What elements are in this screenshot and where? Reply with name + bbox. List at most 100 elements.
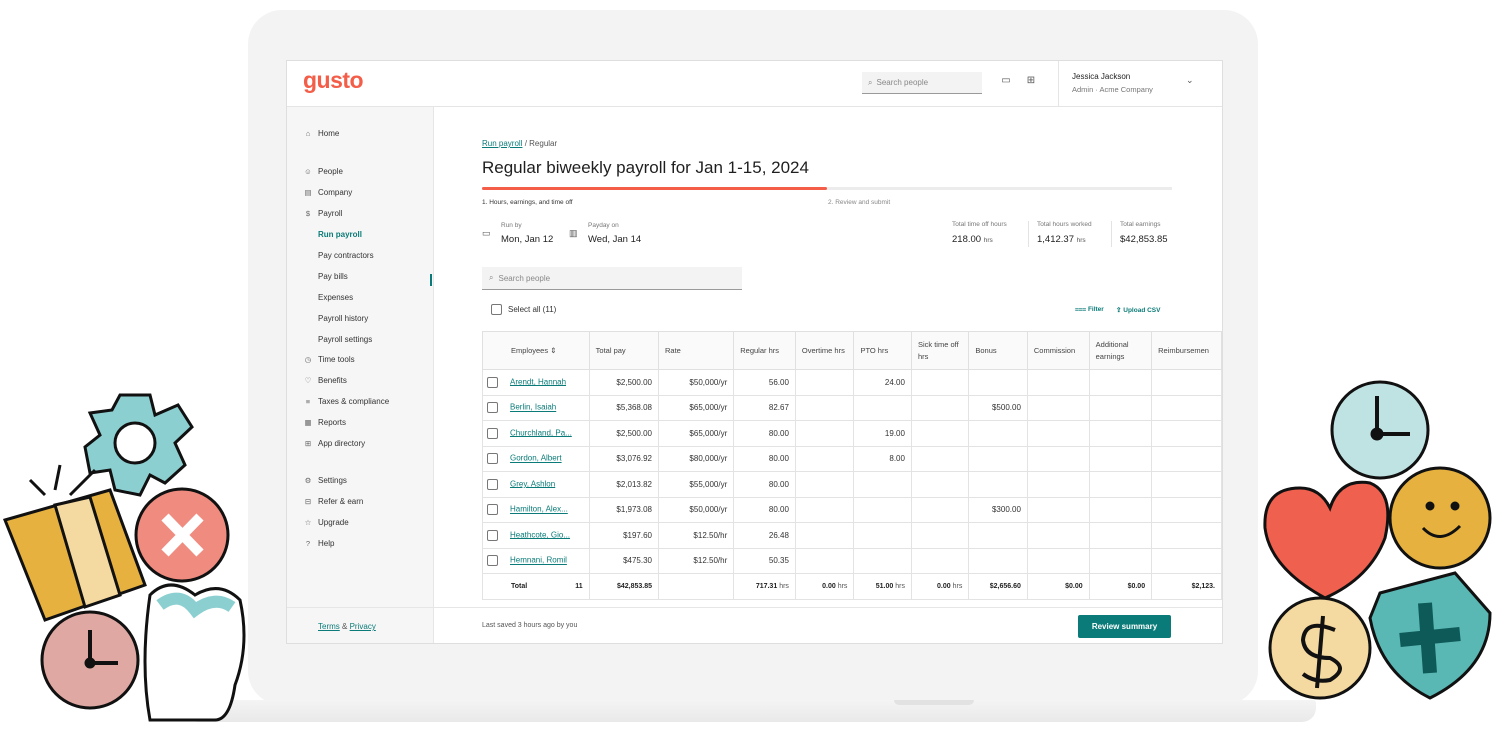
sidebar-subitem-payroll-history[interactable]: Payroll history — [318, 313, 369, 323]
select-all[interactable]: Select all (11) — [491, 304, 556, 315]
sick-hrs-input[interactable] — [910, 394, 970, 421]
commission-input[interactable] — [1026, 547, 1090, 574]
additional-earnings-input[interactable] — [1088, 547, 1153, 574]
reimbursement-input[interactable] — [1151, 394, 1222, 421]
regular-hrs-input[interactable]: 80.00 — [733, 420, 796, 447]
employee-name-link[interactable]: Hemnani, Romil — [510, 555, 567, 565]
pto-hrs-input[interactable] — [853, 394, 912, 421]
sidebar-item-benefits[interactable]: ♡ Benefits — [303, 373, 347, 387]
row-checkbox[interactable] — [487, 529, 498, 541]
bonus-input[interactable] — [968, 420, 1028, 447]
sidebar-item-home[interactable]: ⌂ Home — [303, 126, 340, 140]
sick-hrs-input[interactable] — [910, 445, 970, 472]
sidebar-item-payroll[interactable]: $ Payroll — [303, 206, 343, 220]
sick-hrs-input[interactable] — [910, 522, 970, 549]
sick-hrs-input[interactable] — [910, 547, 970, 574]
sidebar-item-company[interactable]: ▤ Company — [303, 185, 352, 199]
overtime-hrs-input[interactable] — [794, 496, 855, 523]
commission-input[interactable] — [1026, 394, 1090, 421]
additional-earnings-input[interactable] — [1088, 522, 1153, 549]
overtime-hrs-input[interactable] — [794, 394, 855, 421]
sidebar-item-upgrade[interactable]: ☆ Upgrade — [303, 515, 349, 529]
reimbursement-input[interactable] — [1151, 445, 1222, 472]
regular-hrs-input[interactable]: 80.00 — [733, 471, 796, 498]
breadcrumb-run-payroll[interactable]: Run payroll — [482, 139, 523, 148]
commission-input[interactable] — [1026, 522, 1090, 549]
pto-hrs-input[interactable] — [853, 547, 912, 574]
reimbursement-input[interactable] — [1151, 547, 1222, 574]
employee-name-link[interactable]: Gordon, Albert — [510, 453, 562, 463]
row-checkbox[interactable] — [487, 376, 498, 388]
additional-earnings-input[interactable] — [1088, 394, 1153, 421]
employee-name-link[interactable]: Berlin, Isaiah — [510, 402, 557, 412]
commission-input[interactable] — [1026, 420, 1090, 447]
row-checkbox[interactable] — [487, 555, 498, 567]
sick-hrs-input[interactable] — [910, 420, 970, 447]
bonus-input[interactable]: $500.00 — [968, 394, 1028, 421]
bonus-input[interactable] — [968, 471, 1028, 498]
bonus-input[interactable]: $300.00 — [968, 496, 1028, 523]
sick-hrs-input[interactable] — [910, 471, 970, 498]
bonus-input[interactable] — [968, 445, 1028, 472]
regular-hrs-input[interactable]: 26.48 — [733, 522, 796, 549]
pto-hrs-input[interactable]: 19.00 — [853, 420, 912, 447]
commission-input[interactable] — [1026, 471, 1090, 498]
pto-hrs-input[interactable] — [853, 471, 912, 498]
sidebar-item-app-directory[interactable]: ⊞ App directory — [303, 436, 365, 450]
gift-icon[interactable]: ⊞ — [1026, 75, 1036, 86]
overtime-hrs-input[interactable] — [794, 547, 855, 574]
overtime-hrs-input[interactable] — [794, 369, 855, 396]
pto-hrs-input[interactable]: 8.00 — [853, 445, 912, 472]
terms-link[interactable]: Terms — [318, 622, 340, 631]
pto-hrs-input[interactable] — [853, 496, 912, 523]
sidebar-item-reports[interactable]: ▦ Reports — [303, 415, 346, 429]
sidebar-subitem-expenses[interactable]: Expenses — [318, 292, 354, 302]
sidebar-item-taxes[interactable]: ≡ Taxes & compliance — [303, 394, 389, 408]
select-all-checkbox[interactable] — [491, 304, 502, 315]
row-checkbox[interactable] — [487, 504, 498, 516]
overtime-hrs-input[interactable] — [794, 471, 855, 498]
privacy-link[interactable]: Privacy — [349, 622, 376, 631]
employee-name-link[interactable]: Grey, Ashlon — [510, 479, 556, 489]
reimbursement-input[interactable] — [1151, 420, 1222, 447]
sidebar-item-time-tools[interactable]: ◷ Time tools — [303, 352, 355, 366]
row-checkbox[interactable] — [487, 453, 498, 465]
commission-input[interactable] — [1026, 369, 1090, 396]
pto-hrs-input[interactable] — [853, 522, 912, 549]
additional-earnings-input[interactable] — [1088, 471, 1153, 498]
regular-hrs-input[interactable]: 80.00 — [733, 496, 796, 523]
commission-input[interactable] — [1026, 496, 1090, 523]
sidebar-subitem-payroll-settings[interactable]: Payroll settings — [318, 334, 373, 344]
sick-hrs-input[interactable] — [910, 496, 970, 523]
sidebar-item-help[interactable]: ? Help — [303, 536, 335, 550]
additional-earnings-input[interactable] — [1088, 369, 1153, 396]
reimbursement-input[interactable] — [1151, 522, 1222, 549]
regular-hrs-input[interactable]: 50.35 — [733, 547, 796, 574]
bonus-input[interactable] — [968, 369, 1028, 396]
review-summary-button[interactable]: Review summary — [1078, 615, 1171, 638]
regular-hrs-input[interactable]: 82.67 — [733, 394, 796, 421]
employee-name-link[interactable]: Churchland, Pa... — [510, 428, 572, 438]
additional-earnings-input[interactable] — [1088, 445, 1153, 472]
user-menu[interactable]: Jessica Jackson Admin · Acme Company ⌄ — [1058, 61, 1222, 106]
overtime-hrs-input[interactable] — [794, 522, 855, 549]
sidebar-subitem-pay-bills[interactable]: Pay bills — [318, 271, 348, 281]
employee-name-link[interactable]: Heathcote, Gio... — [510, 530, 571, 540]
sick-hrs-input[interactable] — [910, 369, 970, 396]
overtime-hrs-input[interactable] — [794, 445, 855, 472]
upload-csv-button[interactable]: ⇪ Upload CSV — [1116, 306, 1160, 314]
sidebar-subitem-pay-contractors[interactable]: Pay contractors — [318, 250, 374, 260]
regular-hrs-input[interactable]: 80.00 — [733, 445, 796, 472]
filter-button[interactable]: ⩶ Filter — [1075, 306, 1104, 314]
reimbursement-input[interactable] — [1151, 369, 1222, 396]
gusto-logo[interactable]: gusto — [303, 67, 364, 93]
employee-name-link[interactable]: Arendt, Hannah — [510, 377, 567, 387]
commission-input[interactable] — [1026, 445, 1090, 472]
sidebar-item-people[interactable]: ☺ People — [303, 164, 343, 178]
calendar-icon[interactable]: ▭ — [1001, 75, 1011, 86]
row-checkbox[interactable] — [487, 402, 498, 414]
search-people-input[interactable]: ⌕ Search people — [482, 267, 742, 290]
regular-hrs-input[interactable]: 56.00 — [733, 369, 796, 396]
sidebar-subitem-run-payroll[interactable]: Run payroll — [318, 229, 363, 239]
bonus-input[interactable] — [968, 522, 1028, 549]
